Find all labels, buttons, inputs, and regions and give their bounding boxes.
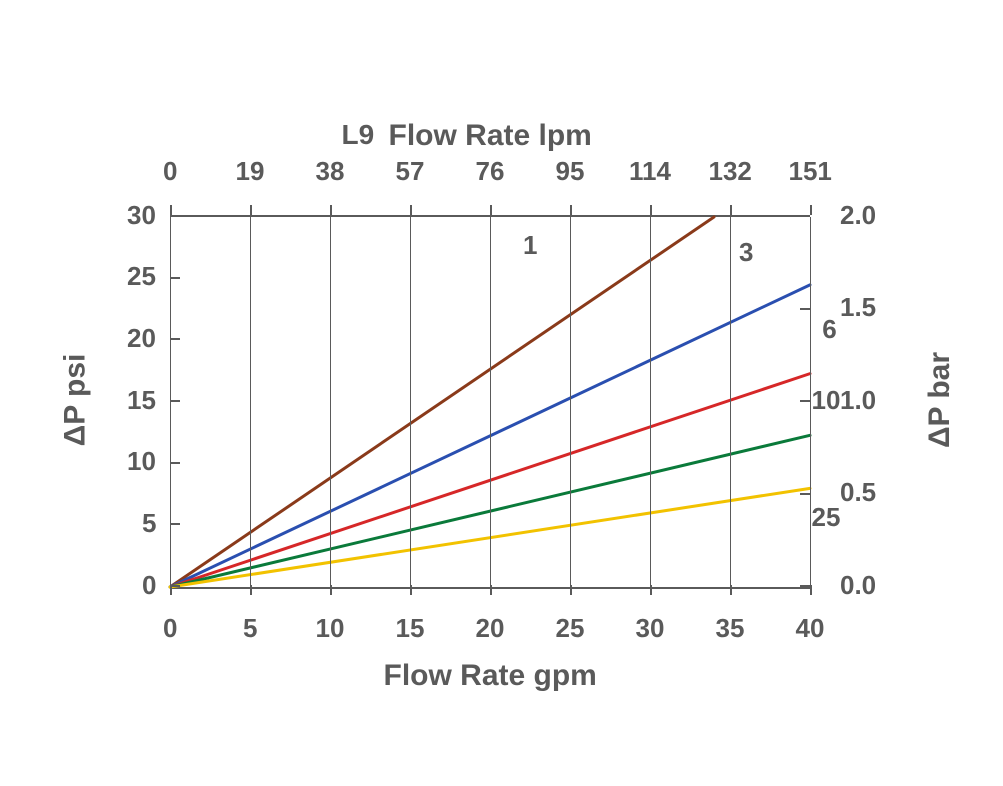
x-top-tick [570, 205, 572, 215]
x-top-tick-label: 0 [163, 156, 177, 187]
x-bottom-tick [330, 585, 332, 595]
y-left-tick-label: 25 [127, 261, 156, 292]
x-gridline [490, 217, 491, 587]
x-top-tick-label: 95 [556, 156, 585, 187]
x-top-tick [730, 205, 732, 215]
x-gridline [410, 217, 411, 587]
x-bottom-tick [810, 585, 812, 595]
x-top-tick-label: 76 [476, 156, 505, 187]
x-bottom-tick-label: 20 [476, 613, 505, 644]
y-left-tick-label: 30 [127, 200, 156, 231]
y-left-tick [170, 215, 180, 217]
x-top-tick [490, 205, 492, 215]
y-right-tick [800, 400, 810, 402]
x-bottom-tick-label: 15 [396, 613, 425, 644]
chart-container: L9 ΔP psi ΔP bar Flow Rate gpm 005191038… [0, 0, 1003, 786]
x-top-tick-label: 114 [629, 156, 671, 187]
y-left-tick [170, 523, 180, 525]
y-right-tick-label: 1.0 [840, 385, 876, 416]
x-top-tick-label: 132 [709, 156, 752, 187]
x-bottom-tick-label: 25 [556, 613, 585, 644]
x-bottom-tick-label: 0 [163, 613, 177, 644]
x-bottom-tick-label: 5 [243, 613, 257, 644]
x-top-tick [250, 205, 252, 215]
x-bottom-axis-title: Flow Rate gpm [384, 659, 597, 693]
x-gridline [170, 217, 171, 587]
x-bottom-tick-label: 40 [796, 613, 825, 644]
series-label: 25 [812, 502, 841, 533]
series-label: 3 [739, 237, 753, 268]
x-bottom-tick [250, 585, 252, 595]
y-right-tick [800, 585, 810, 587]
y-left-tick [170, 462, 180, 464]
x-gridline [730, 217, 731, 587]
y-left-tick-label: 5 [142, 508, 156, 539]
y-left-tick [170, 585, 180, 587]
x-gridline [650, 217, 651, 587]
title-prefix: L9 [342, 119, 375, 151]
y-left-tick-label: 20 [127, 323, 156, 354]
y-left-tick [170, 277, 180, 279]
x-bottom-tick [410, 585, 412, 595]
y-left-tick-label: 0 [142, 570, 156, 601]
y-right-tick-label: 0.0 [840, 570, 876, 601]
x-top-tick-label: 19 [236, 156, 265, 187]
x-top-tick [650, 205, 652, 215]
x-top-tick-label: 151 [789, 156, 832, 187]
x-top-tick [810, 205, 812, 215]
y-right-axis-title: ΔP bar [923, 352, 957, 448]
x-bottom-tick-label: 35 [716, 613, 745, 644]
series-label: 1 [523, 230, 537, 261]
y-right-tick-label: 2.0 [840, 200, 876, 231]
y-right-tick [800, 215, 810, 217]
x-bottom-tick [650, 585, 652, 595]
y-right-tick-label: 1.5 [840, 292, 876, 323]
x-gridline [570, 217, 571, 587]
y-left-axis-title: ΔP psi [58, 354, 92, 447]
series-label: 6 [822, 314, 836, 345]
x-bottom-tick [730, 585, 732, 595]
x-bottom-tick [490, 585, 492, 595]
x-gridline [330, 217, 331, 587]
y-left-tick-label: 15 [127, 385, 156, 416]
x-top-tick [170, 205, 172, 215]
y-left-tick-label: 10 [127, 446, 156, 477]
x-top-tick-label: 57 [396, 156, 425, 187]
series-label: 10 [812, 385, 841, 416]
x-gridline [250, 217, 251, 587]
x-bottom-tick [570, 585, 572, 595]
y-left-tick [170, 338, 180, 340]
series-line [170, 217, 714, 587]
y-right-tick-label: 0.5 [840, 477, 876, 508]
x-top-tick-label: 38 [316, 156, 345, 187]
x-top-tick [410, 205, 412, 215]
x-bottom-tick-label: 10 [316, 613, 345, 644]
y-left-tick [170, 400, 180, 402]
plot-area [170, 215, 810, 589]
x-bottom-tick-label: 30 [636, 613, 665, 644]
x-top-tick [330, 205, 332, 215]
x-top-axis-title: Flow Rate lpm [389, 119, 592, 153]
y-right-tick [800, 308, 810, 310]
y-right-tick [800, 493, 810, 495]
